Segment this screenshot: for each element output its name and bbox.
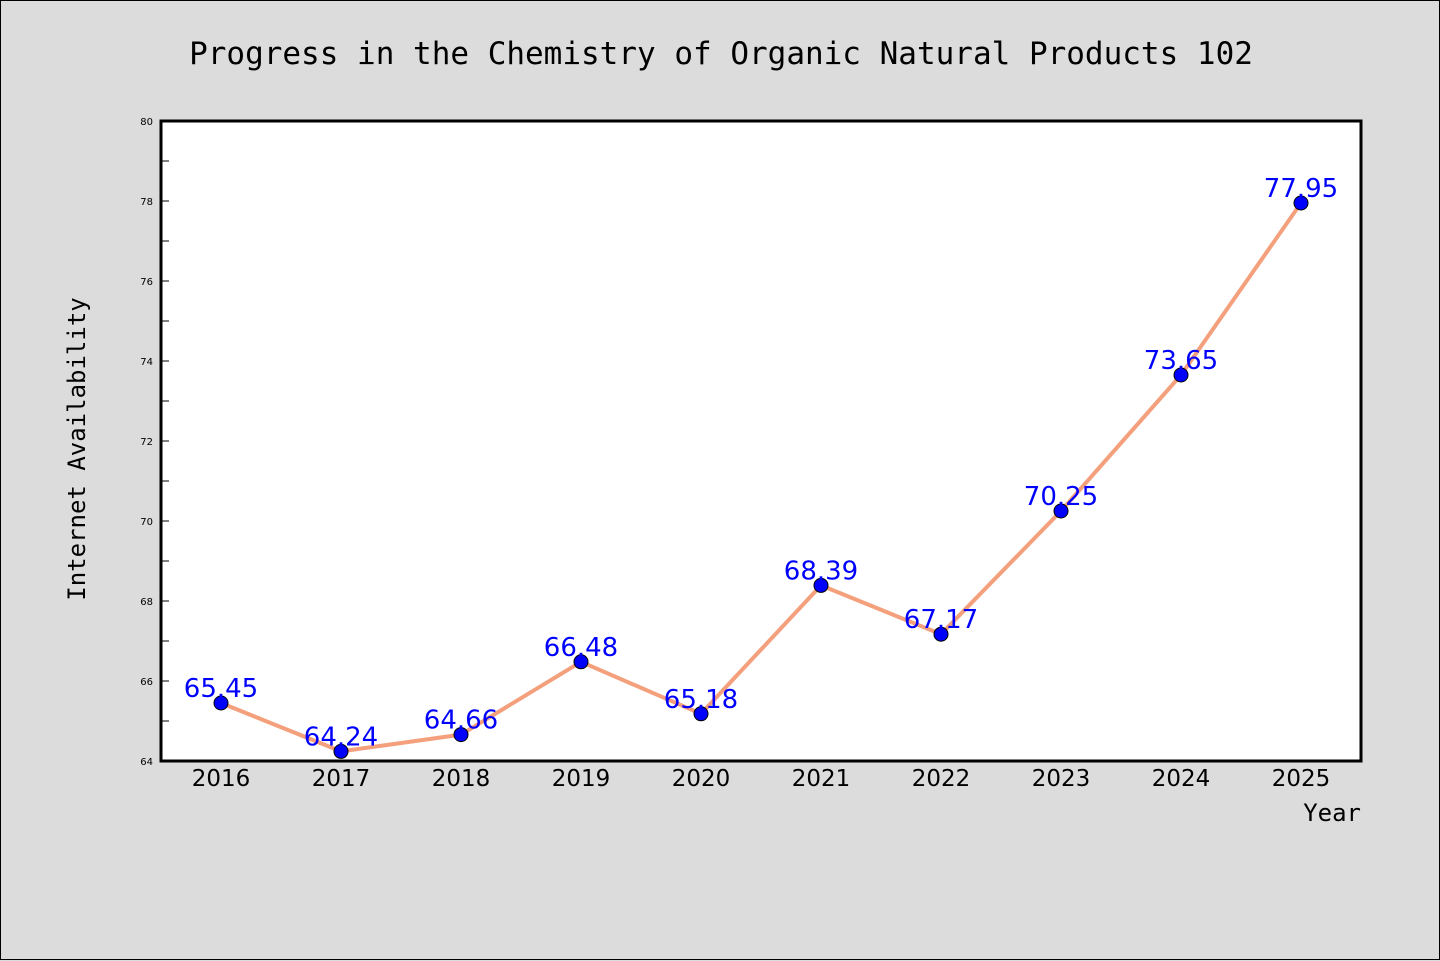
data-label: 65.45	[184, 674, 258, 704]
y-tick-label: 66	[140, 677, 153, 688]
x-tick-label: 2021	[792, 766, 851, 792]
x-axis-ticks: 2016 2017 2018 2019 2020 2021 2022 2023 2024 2025	[192, 766, 1331, 792]
data-label: 70.25	[1024, 482, 1098, 512]
y-tick-label: 76	[140, 277, 153, 288]
data-point	[693, 706, 709, 722]
data-point	[813, 577, 829, 593]
data-point	[933, 626, 949, 642]
x-tick-label: 2018	[432, 766, 491, 792]
series-group	[213, 195, 1309, 759]
data-point	[213, 695, 229, 711]
data-label: 67.17	[904, 605, 978, 635]
x-tick-label: 2020	[672, 766, 731, 792]
x-tick-label: 2016	[192, 766, 251, 792]
x-tick-label: 2023	[1032, 766, 1091, 792]
y-tick-label: 72	[140, 437, 153, 448]
plot-area	[161, 121, 1361, 761]
x-tick-label: 2022	[912, 766, 971, 792]
data-label: 65.18	[664, 685, 738, 715]
data-point	[333, 743, 349, 759]
plot-border	[159, 119, 1363, 763]
data-label: 73.65	[1144, 346, 1218, 376]
y-tick-label: 74	[140, 357, 153, 368]
data-label: 68.39	[784, 556, 858, 586]
y-axis-ticks: 64 66 68 70 72 74 76 78 80	[140, 117, 169, 768]
y-tick-label: 80	[140, 117, 153, 128]
data-label: 66.48	[544, 633, 618, 663]
data-point	[453, 727, 469, 743]
y-axis-label: Internet Availability	[63, 297, 91, 600]
x-axis-label: Year	[1303, 799, 1361, 827]
y-tick-label: 68	[140, 597, 153, 608]
data-labels-group: 65.45 64.24 64.66 66.48 65.18 68.39 67.17 70.25…	[184, 174, 1338, 752]
x-tick-label: 2024	[1152, 766, 1211, 792]
y-tick-label: 70	[140, 517, 153, 528]
x-tick-label: 2019	[552, 766, 611, 792]
data-point	[1173, 367, 1189, 383]
data-point	[1053, 503, 1069, 519]
data-point	[573, 654, 589, 670]
x-tick-label: 2025	[1272, 766, 1331, 792]
series-line	[220, 201, 1303, 754]
data-label: 64.24	[304, 722, 378, 752]
chart-title: Progress in the Chemistry of Organic Nat…	[189, 36, 1253, 72]
data-label: 64.66	[424, 706, 498, 736]
data-point	[1293, 195, 1309, 211]
y-tick-label: 64	[140, 757, 153, 768]
x-tick-label: 2017	[312, 766, 371, 792]
y-tick-label: 78	[140, 197, 153, 208]
data-label: 77.95	[1264, 174, 1338, 204]
